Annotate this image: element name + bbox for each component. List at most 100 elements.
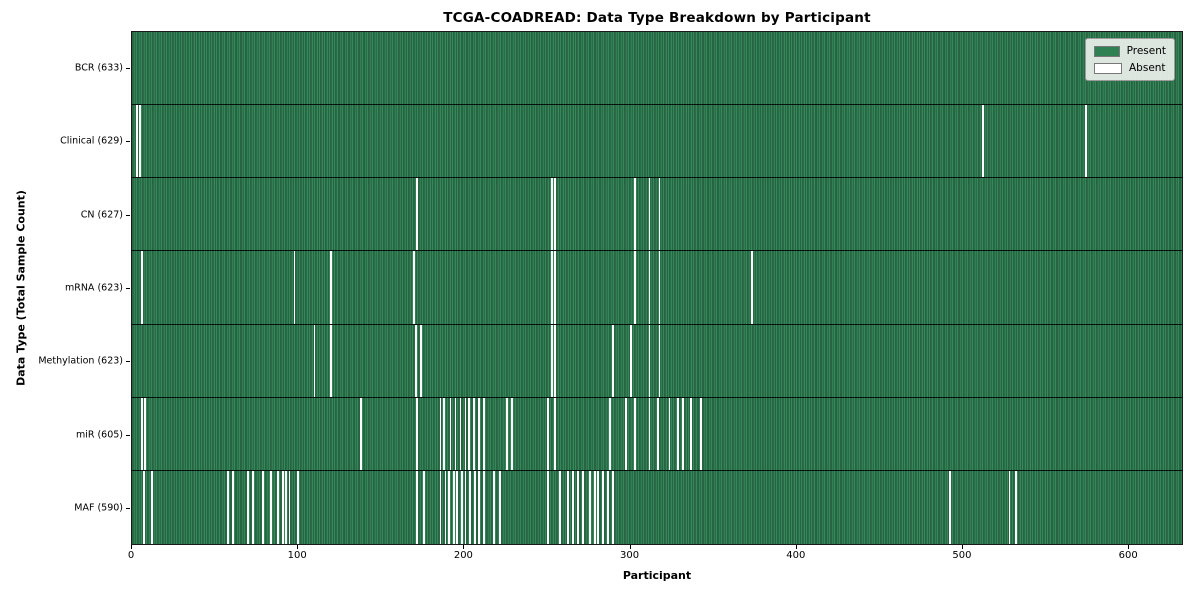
absent-stripe [416, 397, 419, 470]
y-tick-mark [126, 508, 130, 510]
absent-stripe [293, 251, 296, 324]
legend-label-absent: Absent [1129, 62, 1166, 74]
legend-entry-present: Present [1094, 45, 1166, 57]
y-tick-label-mrna: mRNA (623) [64, 282, 123, 294]
absent-stripe [454, 397, 457, 470]
absent-stripe [602, 470, 604, 544]
absent-stripe [572, 470, 575, 544]
x-tick-mark [1128, 545, 1130, 549]
absent-stripe [690, 397, 692, 470]
y-tick-label-mir: miR (605) [75, 429, 123, 441]
absent-stripe [648, 251, 651, 324]
absent-stripe [633, 397, 636, 470]
legend: Present Absent [1085, 38, 1175, 81]
x-tick-label: 600 [1118, 550, 1138, 561]
absent-stripe [151, 470, 153, 544]
y-tick-label-clinical: Clinical (629) [60, 135, 123, 147]
absent-stripe [296, 470, 299, 544]
heatmap-row-maf [132, 470, 1182, 544]
absent-stripe [505, 397, 508, 470]
absent-stripe [612, 470, 614, 544]
absent-stripe [625, 397, 628, 470]
absent-stripe [547, 470, 550, 544]
absent-stripe [567, 470, 570, 544]
legend-entry-absent: Absent [1094, 62, 1166, 74]
absent-stripe [607, 470, 609, 544]
absent-stripe [658, 324, 661, 397]
absent-stripe [447, 470, 450, 544]
absent-stripe [449, 397, 452, 470]
absent-stripe [982, 105, 984, 178]
absent-stripe [593, 470, 596, 544]
absent-stripe [247, 470, 249, 544]
absent-stripe [472, 397, 475, 470]
absent-stripe [499, 470, 502, 544]
absent-stripe [477, 470, 480, 544]
x-tick-mark [297, 545, 299, 549]
absent-stripe [608, 397, 611, 470]
x-tick-mark [795, 545, 797, 549]
y-axis-label: Data Type (Total Sample Count) [14, 190, 28, 386]
absent-stripe [439, 397, 442, 470]
absent-stripe [482, 470, 485, 544]
absent-stripe [282, 470, 284, 544]
absent-stripe [1008, 470, 1011, 544]
chart-title: TCGA-COADREAD: Data Type Breakdown by Pa… [443, 10, 871, 26]
absent-stripe [550, 178, 553, 251]
absent-stripe [648, 397, 651, 470]
absent-stripe [648, 178, 651, 251]
absent-stripe [554, 251, 556, 324]
heatmap-row-bcr [132, 32, 1182, 106]
x-tick-mark [961, 545, 963, 549]
absent-stripe [630, 324, 633, 397]
y-tick-label-bcr: BCR (633) [74, 62, 123, 74]
x-tick-mark [629, 545, 631, 549]
absent-stripe [559, 470, 561, 544]
absent-stripe [461, 470, 463, 544]
absent-stripe [464, 470, 467, 544]
absent-stripe [510, 397, 513, 470]
x-tick-label: 200 [453, 550, 473, 561]
absent-stripe [467, 397, 470, 470]
absent-swatch [1094, 62, 1122, 74]
absent-stripe [658, 251, 661, 324]
absent-stripe [1084, 105, 1087, 178]
absent-stripe [633, 178, 636, 251]
heatmap-row-methylation [132, 324, 1182, 398]
absent-stripe [142, 470, 145, 544]
absent-stripe [270, 470, 273, 544]
absent-stripe [554, 397, 556, 470]
y-tick-label-methylation: Methylation (623) [38, 355, 123, 367]
absent-stripe [482, 397, 485, 470]
absent-stripe [313, 324, 316, 397]
y-tick-label-maf: MAF (590) [74, 502, 123, 514]
absent-stripe [582, 470, 585, 544]
absent-stripe [141, 397, 143, 470]
absent-stripe [144, 397, 147, 470]
x-tick-label: 500 [952, 550, 972, 561]
absent-stripe [442, 397, 445, 470]
absent-stripe [330, 324, 332, 397]
absent-stripe [456, 470, 458, 544]
heatmap-row-mrna [132, 251, 1182, 325]
y-tick-mark [126, 67, 130, 69]
absent-stripe [285, 470, 288, 544]
absent-stripe [681, 397, 684, 470]
absent-stripe [658, 178, 661, 251]
absent-stripe [414, 324, 417, 397]
absent-stripe [416, 178, 419, 251]
absent-stripe [676, 397, 679, 470]
absent-stripe [439, 470, 442, 544]
absent-stripe [277, 470, 279, 544]
x-tick-label: 300 [620, 550, 640, 561]
absent-stripe [469, 470, 472, 544]
absent-stripe [633, 251, 636, 324]
absent-stripe [419, 324, 422, 397]
absent-stripe [232, 470, 235, 544]
y-tick-mark [126, 214, 130, 216]
absent-stripe [452, 470, 455, 544]
y-tick-mark [126, 434, 130, 436]
x-axis-label: Participant [622, 569, 692, 582]
absent-stripe [330, 251, 332, 324]
absent-stripe [444, 470, 447, 544]
